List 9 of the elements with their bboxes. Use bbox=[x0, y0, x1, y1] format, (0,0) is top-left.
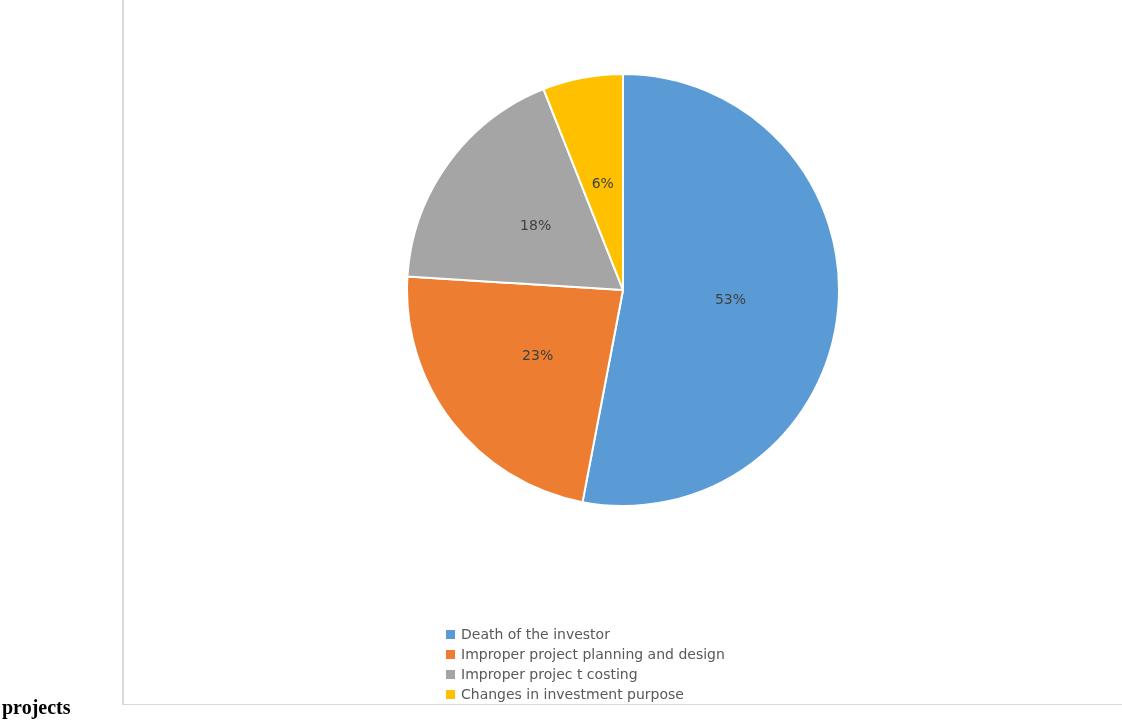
legend-label: Changes in investment purpose bbox=[461, 686, 684, 702]
legend-label: Death of the investor bbox=[461, 626, 610, 642]
data-label: 53% bbox=[714, 290, 747, 307]
legend-label: Improper projec t costing bbox=[461, 666, 638, 682]
data-label: 23% bbox=[522, 346, 554, 363]
data-label: 6% bbox=[591, 174, 614, 191]
legend-label: Improper project planning and design bbox=[461, 646, 725, 662]
text: projects bbox=[2, 696, 71, 718]
data-label: 18% bbox=[520, 217, 552, 234]
